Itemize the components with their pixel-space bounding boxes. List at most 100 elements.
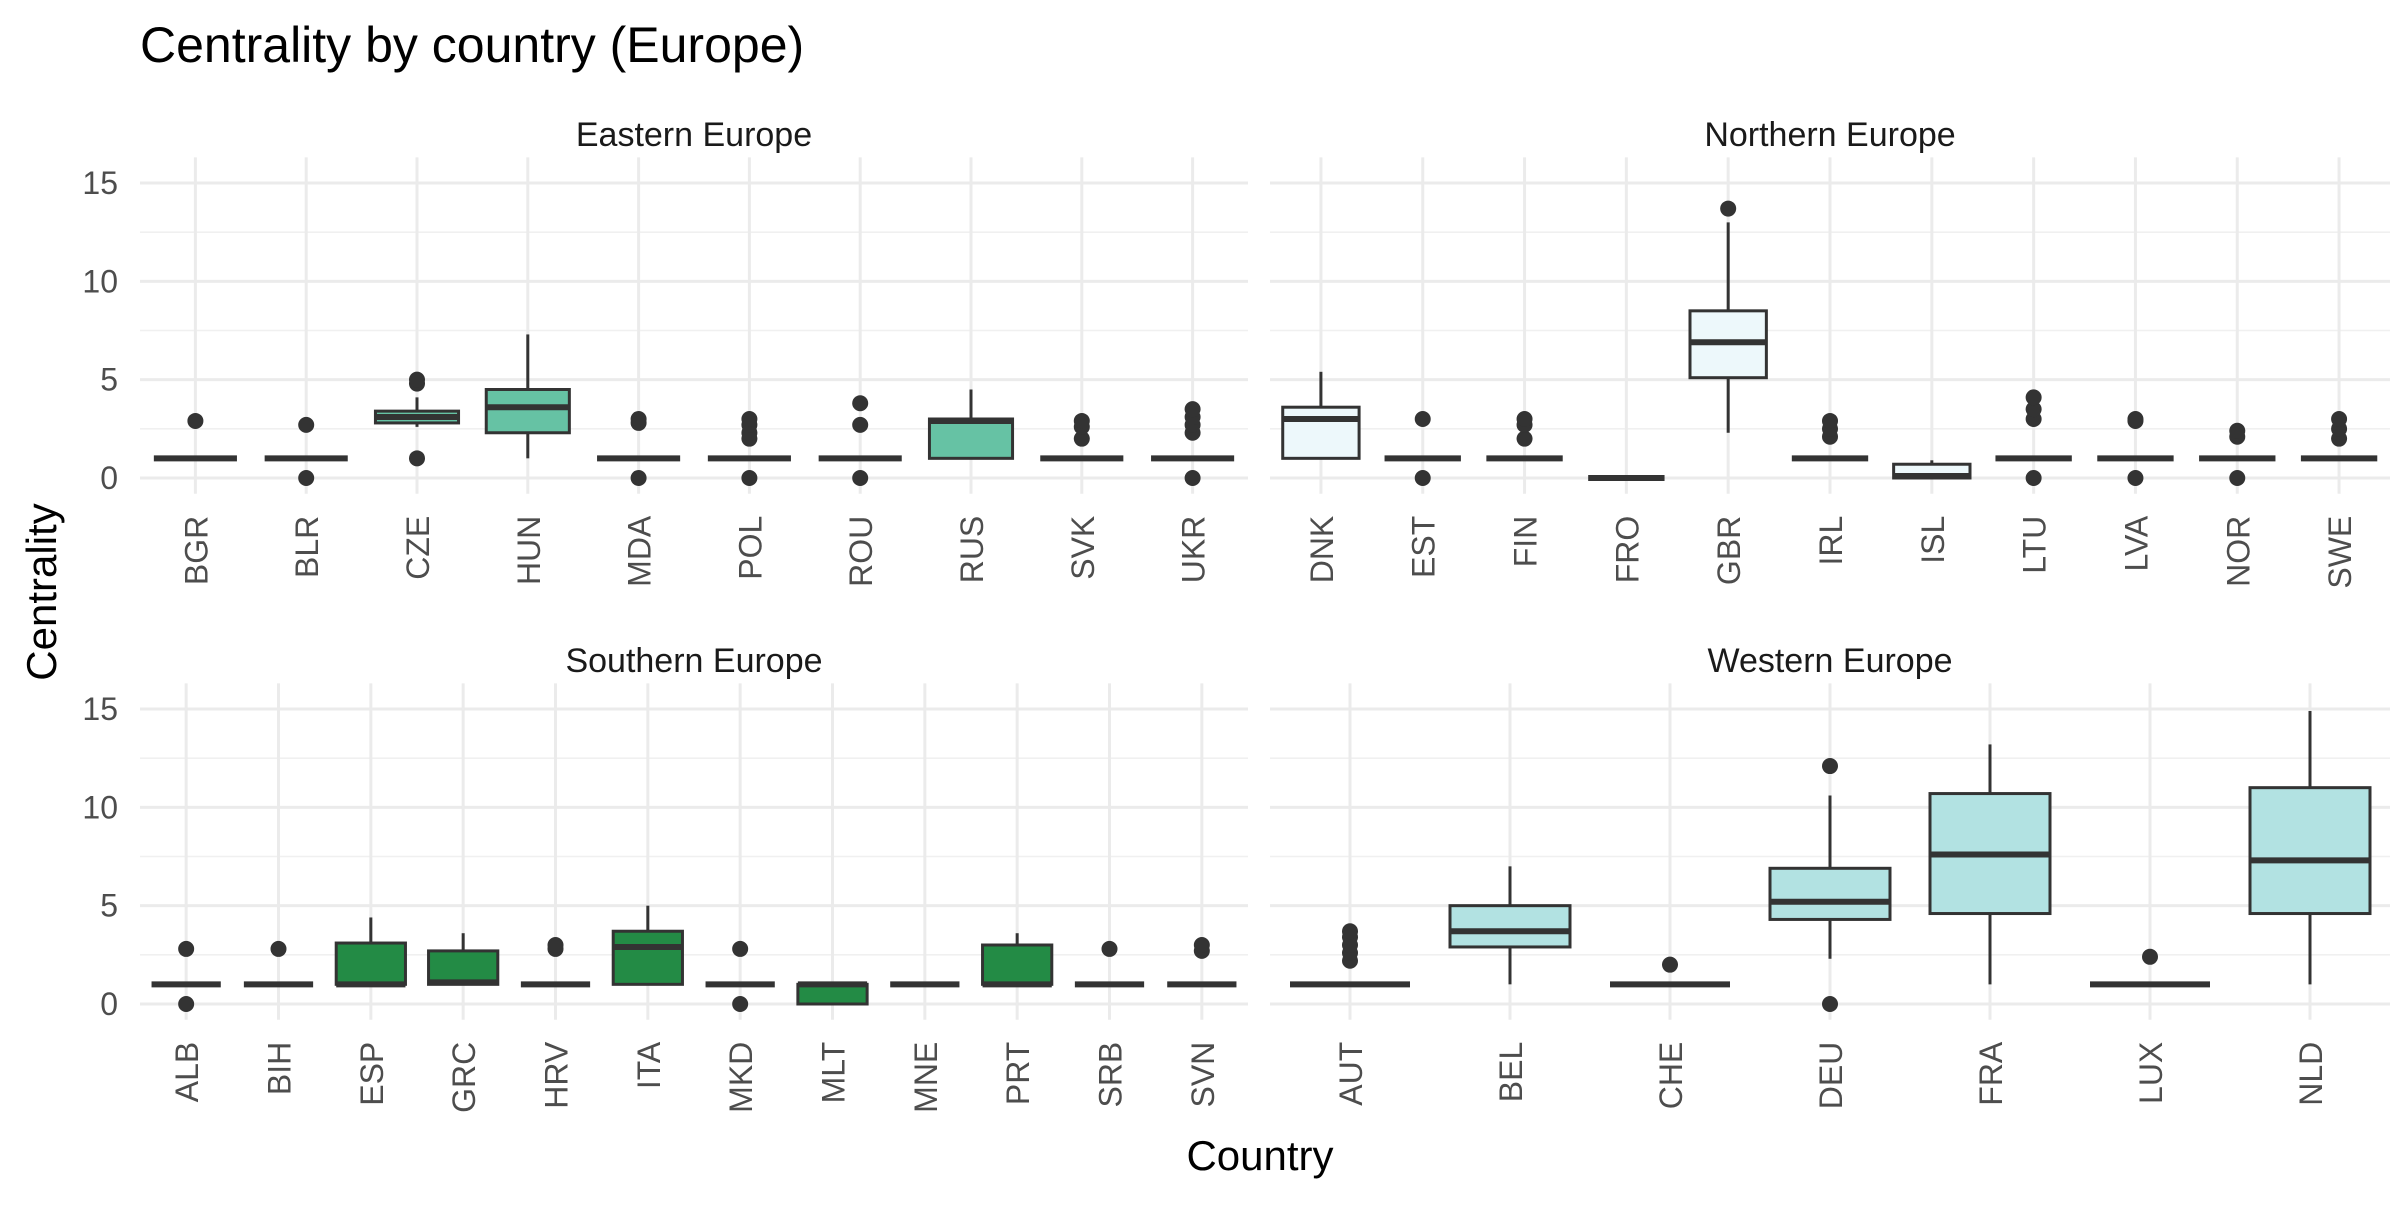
y-tick-label: 10 (82, 789, 118, 825)
facet-panel: Western Europe AUT BEL CHE DEU FRA LUX NLD (1270, 642, 2390, 1109)
facet-panel: Northern Europe DNK EST FIN FRO GBR IRL ISL LTU L… (1270, 116, 2390, 589)
outlier-point (2229, 422, 2246, 439)
outlier-point (2025, 389, 2042, 406)
x-tick-label: AUT (1333, 1042, 1369, 1106)
outlier-point (630, 411, 647, 427)
box-body (1768, 866, 1892, 921)
box-cze (373, 371, 461, 467)
box-srb (1074, 940, 1145, 988)
box-ukr (1151, 401, 1235, 486)
outlier-point (1822, 412, 1838, 429)
box-prt (981, 933, 1054, 988)
outlier-point (1184, 401, 1201, 418)
outlier-point (2025, 401, 2042, 418)
box-body (334, 941, 407, 986)
box-mlt (796, 981, 869, 1006)
x-tick-label: RUS (954, 516, 990, 584)
x-tick-label: NOR (2220, 516, 2256, 587)
outlier-point (1414, 411, 1431, 427)
outlier-point (547, 937, 564, 953)
y-tick-label: 0 (100, 460, 118, 496)
y-tick-label: 15 (82, 165, 118, 201)
outlier-point (1822, 758, 1838, 775)
chart-title: Centrality by country (Europe) (140, 17, 804, 73)
box-body (427, 949, 500, 986)
outlier-point (187, 412, 204, 429)
box-nld (2248, 710, 2372, 985)
box-body (981, 943, 1054, 986)
x-tick-label: MNE (908, 1042, 944, 1113)
x-tick-label: LUX (2133, 1042, 2169, 1104)
x-tick-label: BEL (1493, 1042, 1529, 1102)
outlier-point (270, 940, 287, 957)
x-tick-label: BLR (289, 516, 325, 578)
box-swe (2300, 411, 2378, 462)
x-tick-label: DEU (1813, 1042, 1849, 1110)
panel-strip-label: Southern Europe (565, 642, 822, 680)
outlier-point (2025, 470, 2042, 486)
outlier-point (1516, 430, 1533, 447)
box-est (1384, 411, 1461, 486)
x-tick-label: MKD (723, 1042, 759, 1113)
outlier-point (1414, 470, 1431, 486)
x-tick-label: FIN (1508, 516, 1544, 568)
x-tick-label: POL (732, 516, 768, 580)
x-tick-label: ESP (354, 1042, 390, 1106)
x-tick-label: LTU (2017, 516, 2053, 574)
y-tick-label: 0 (100, 986, 118, 1022)
outlier-point (1073, 430, 1090, 447)
box-lva (2097, 411, 2174, 486)
x-tick-label: ISL (1915, 516, 1951, 564)
panel-strip-label: Eastern Europe (576, 116, 812, 154)
x-tick-label: ROU (843, 516, 879, 587)
outlier-point (178, 996, 195, 1012)
outlier-point (852, 416, 869, 433)
x-tick-label: GBR (1711, 516, 1747, 585)
box-bgr (153, 412, 237, 462)
x-tick-label: DNK (1304, 516, 1340, 584)
outlier-point (1073, 412, 1090, 429)
box-body (1281, 405, 1361, 460)
box-bel (1448, 866, 1572, 985)
x-tick-label: CHE (1653, 1042, 1689, 1110)
x-tick-label: UKR (1176, 516, 1212, 584)
x-tick-label: CZE (400, 516, 436, 580)
outlier-point (1720, 200, 1737, 217)
facet-panel: Eastern Europe 0 5 10 15 BGR BLR CZE HUN MDA POL RO… (82, 116, 1248, 587)
box-gbr (1688, 200, 1768, 433)
outlier-point (852, 470, 869, 486)
panel-strip-label: Western Europe (1707, 642, 1952, 680)
y-tick-label: 5 (100, 362, 118, 398)
outlier-point (178, 940, 195, 957)
outlier-point (732, 996, 749, 1012)
box-body (611, 929, 684, 986)
outlier-point (1662, 956, 1678, 973)
outlier-point (1516, 411, 1533, 427)
box-nor (2199, 422, 2276, 486)
outlier-point (2127, 470, 2144, 486)
box-body (2248, 786, 2372, 916)
x-tick-label: HRV (539, 1041, 575, 1109)
box-irl (1791, 412, 1869, 462)
x-tick-label: BIH (262, 1042, 298, 1095)
box-mda (597, 411, 681, 486)
outlier-point (1101, 940, 1118, 957)
box-grc (427, 933, 500, 986)
box-fin (1486, 411, 1563, 462)
box-body (1448, 904, 1572, 949)
x-tick-label: FRA (1973, 1041, 2009, 1106)
outlier-point (2142, 948, 2158, 965)
x-tick-label: SRB (1093, 1042, 1129, 1108)
outlier-point (298, 470, 315, 486)
x-tick-label: GRC (446, 1042, 482, 1113)
outlier-point (1342, 923, 1358, 940)
box-deu (1768, 758, 1892, 1012)
outlier-point (2127, 411, 2144, 427)
box-rou (818, 395, 902, 486)
box-lux (2090, 948, 2210, 988)
outlier-point (1193, 937, 1210, 953)
box-blr (264, 416, 348, 486)
x-axis-title: Country (1186, 1132, 1333, 1179)
y-axis-title: Centrality (18, 503, 65, 680)
